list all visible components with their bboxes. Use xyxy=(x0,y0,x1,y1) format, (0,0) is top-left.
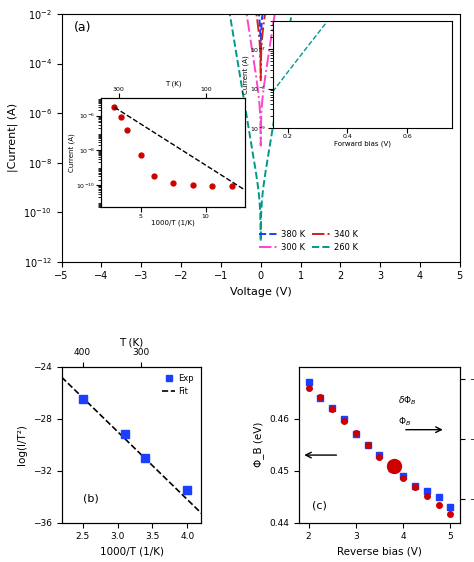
340 K xyxy=(258,78,264,84)
X-axis label: Reverse bias (V): Reverse bias (V) xyxy=(337,547,422,557)
Legend: Exp, Fit: Exp, Fit xyxy=(159,371,197,400)
Line: 260 K: 260 K xyxy=(62,0,460,241)
260 K xyxy=(258,238,264,244)
Text: $\Phi_B$: $\Phi_B$ xyxy=(398,415,411,428)
Y-axis label: |Current| (A): |Current| (A) xyxy=(8,103,18,173)
Line: 340 K: 340 K xyxy=(62,0,460,81)
Text: (a): (a) xyxy=(73,21,91,34)
X-axis label: Voltage (V): Voltage (V) xyxy=(230,287,292,297)
Line: 300 K: 300 K xyxy=(62,0,460,146)
X-axis label: 1000/T (1/K): 1000/T (1/K) xyxy=(100,547,164,557)
Line: 380 K: 380 K xyxy=(62,0,460,61)
X-axis label: T (K): T (K) xyxy=(165,80,182,87)
300 K xyxy=(258,142,264,149)
Text: $\delta\Phi_B$: $\delta\Phi_B$ xyxy=(398,394,417,407)
Y-axis label: Φ_B (eV): Φ_B (eV) xyxy=(253,422,264,468)
Text: (c): (c) xyxy=(312,500,327,510)
X-axis label: T (K): T (K) xyxy=(119,337,144,347)
380 K xyxy=(258,57,264,64)
Legend: 380 K, 300 K, 340 K, 260 K: 380 K, 300 K, 340 K, 260 K xyxy=(256,226,361,255)
Text: (b): (b) xyxy=(82,494,98,504)
Y-axis label: log(I/T²): log(I/T²) xyxy=(18,424,27,465)
